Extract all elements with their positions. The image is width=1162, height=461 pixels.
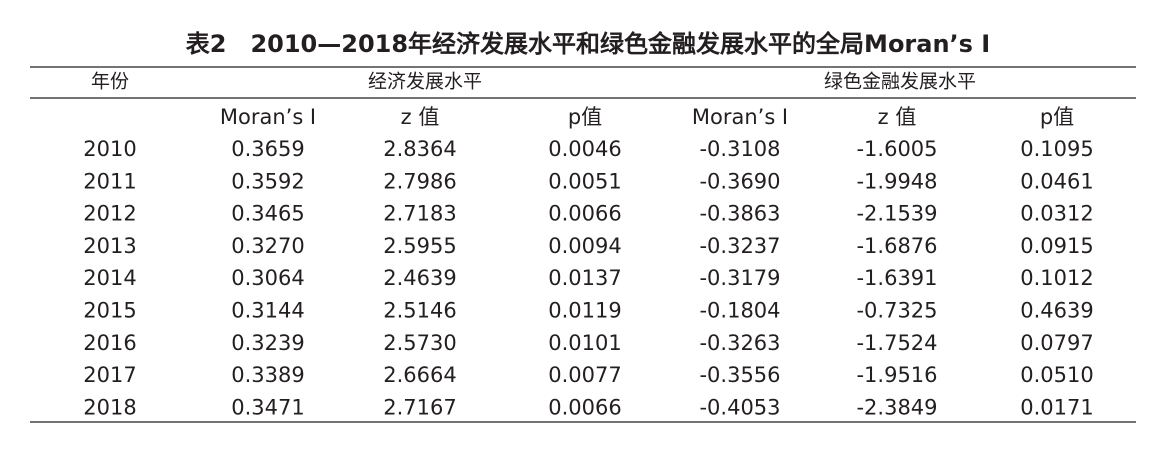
table-cell: 0.0066 <box>548 395 621 419</box>
table-cell: -2.3849 <box>856 395 937 419</box>
table-cell: 0.0046 <box>548 137 621 161</box>
table-cell: 0.3465 <box>231 202 304 226</box>
table-cell: 2.5730 <box>383 331 456 355</box>
table-cell: 0.0915 <box>1020 234 1093 258</box>
table-cell: 0.3471 <box>231 395 304 419</box>
row-year: 2010 <box>83 137 136 161</box>
table-cell: 0.0171 <box>1020 395 1093 419</box>
table-cell: 0.0137 <box>548 266 621 290</box>
row-year: 2016 <box>83 331 136 355</box>
table-cell: 0.3659 <box>231 137 304 161</box>
table-cell: 0.3592 <box>231 169 304 193</box>
row-year: 2014 <box>83 266 136 290</box>
table-cell: 2.5955 <box>383 234 456 258</box>
column-header: z 值 <box>401 105 440 129</box>
table-cell: 0.0066 <box>548 202 621 226</box>
column-header: z 值 <box>878 105 917 129</box>
group-header: 经济发展水平 <box>368 71 482 93</box>
row-year: 2011 <box>83 169 136 193</box>
table-cell: 0.3239 <box>231 331 304 355</box>
table-cell: -1.7524 <box>856 331 937 355</box>
table-cell: -0.3690 <box>699 169 780 193</box>
table-cell: -0.3263 <box>699 331 780 355</box>
table-cell: 0.3389 <box>231 363 304 387</box>
column-header: p值 <box>568 105 602 129</box>
table-cell: 0.0077 <box>548 363 621 387</box>
table-cell: -0.3179 <box>699 266 780 290</box>
table-cell: 2.7986 <box>383 169 456 193</box>
table-cell: -1.9948 <box>856 169 937 193</box>
table-cell: 0.0119 <box>548 299 621 323</box>
column-header: Moran’s I <box>220 105 316 129</box>
table-cell: 0.0312 <box>1020 202 1093 226</box>
table-cell: 0.0101 <box>548 331 621 355</box>
table-cell: 2.7167 <box>383 395 456 419</box>
row-year: 2017 <box>83 363 136 387</box>
table-cell: 0.0051 <box>548 169 621 193</box>
row-year: 2018 <box>83 395 136 419</box>
table-cell: -2.1539 <box>856 202 937 226</box>
table-cell: 0.3144 <box>231 299 304 323</box>
table-cell: -0.1804 <box>699 299 780 323</box>
table-cell: -1.9516 <box>856 363 937 387</box>
table-cell: 0.0797 <box>1020 331 1093 355</box>
table-cell: 0.3064 <box>231 266 304 290</box>
column-header: Moran’s I <box>692 105 788 129</box>
table-cell: 2.5146 <box>383 299 456 323</box>
table-cell: -0.4053 <box>699 395 780 419</box>
table-cell: -0.3556 <box>699 363 780 387</box>
table-cell: 2.7183 <box>383 202 456 226</box>
table-cell: 2.4639 <box>383 266 456 290</box>
table-cell: -0.3108 <box>699 137 780 161</box>
row-year: 2013 <box>83 234 136 258</box>
row-year: 2015 <box>83 299 136 323</box>
table-cell: -1.6876 <box>856 234 937 258</box>
table-cell: -0.3237 <box>699 234 780 258</box>
table-cell: 0.3270 <box>231 234 304 258</box>
table-cell: 0.4639 <box>1020 299 1093 323</box>
table-cell: 0.1012 <box>1020 266 1093 290</box>
column-header: p值 <box>1040 105 1074 129</box>
table-cell: 0.0094 <box>548 234 621 258</box>
table-cell: -0.3863 <box>699 202 780 226</box>
table-cell: 0.0510 <box>1020 363 1093 387</box>
table-cell: -1.6391 <box>856 266 937 290</box>
year-header: 年份 <box>91 71 129 93</box>
table-cell: -0.7325 <box>856 299 937 323</box>
group-header: 绿色金融发展水平 <box>824 71 976 93</box>
table-cell: -1.6005 <box>856 137 937 161</box>
table-cell: 2.8364 <box>383 137 456 161</box>
table-cell: 2.6664 <box>383 363 456 387</box>
table-title: 表2 2010—2018年经济发展水平和绿色金融发展水平的全局Moran’s I <box>186 30 990 58</box>
table-cell: 0.0461 <box>1020 169 1093 193</box>
row-year: 2012 <box>83 202 136 226</box>
table-cell: 0.1095 <box>1020 137 1093 161</box>
